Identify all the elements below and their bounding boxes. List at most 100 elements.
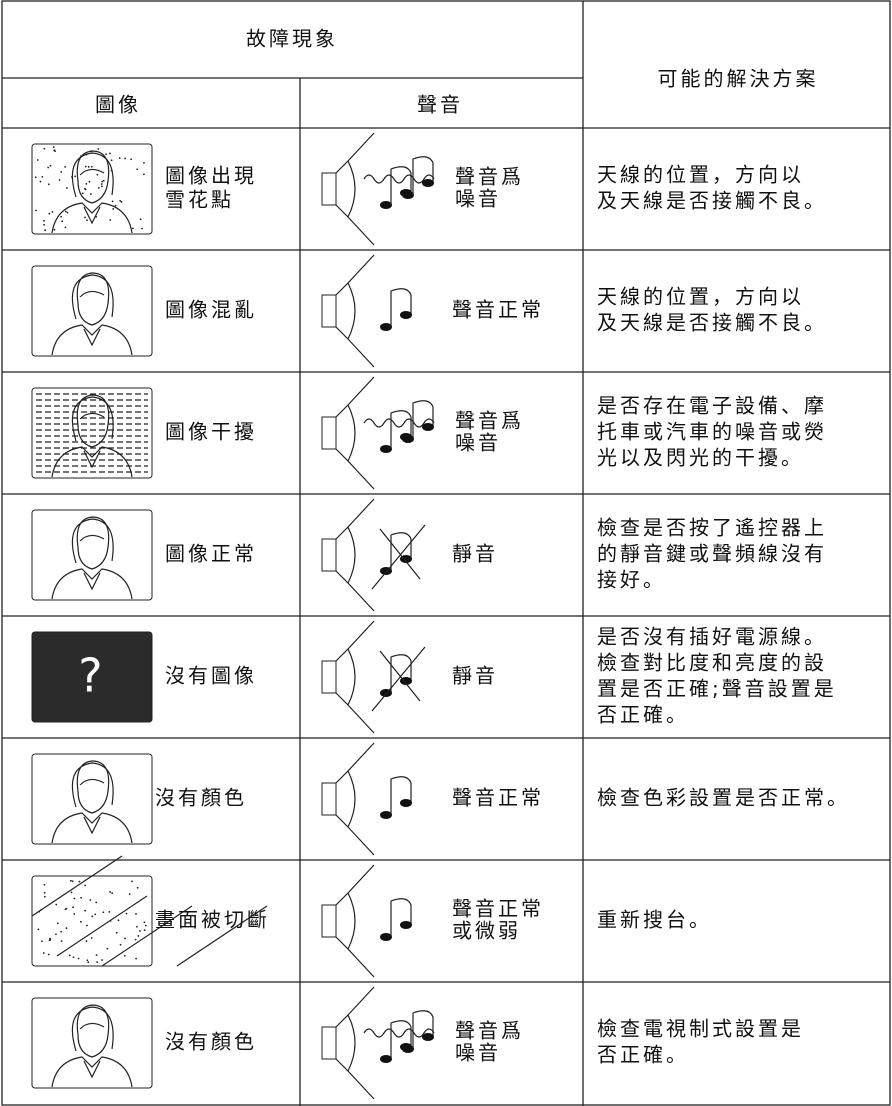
snow-dot (110, 159, 113, 162)
snow-dot (101, 180, 104, 183)
snow-dot (65, 187, 68, 189)
snow-dot (109, 891, 112, 893)
snow-dot (119, 199, 122, 202)
sound-label: 靜音 (452, 664, 498, 688)
snow-dot (96, 173, 99, 176)
solution-text: 的靜音鍵或聲頻線沒有 (597, 542, 827, 566)
snow-dot (90, 165, 93, 168)
snow-dot (73, 897, 76, 900)
snow-dot (34, 176, 37, 179)
sound-label: 聲音爲 (455, 409, 524, 433)
noise-icon (363, 174, 435, 184)
snow-dot (49, 937, 51, 940)
snow-dot (86, 219, 88, 222)
snow-dot (109, 152, 111, 155)
snow-dot (106, 947, 109, 950)
snow-dot (141, 227, 143, 230)
screen-icon (31, 997, 153, 1089)
screen-icon (31, 509, 153, 601)
screen-text: ? (78, 649, 105, 703)
snow-dot (143, 929, 146, 932)
snow-dot (87, 165, 90, 168)
snow-dot (77, 957, 80, 960)
snow-dot (65, 927, 68, 930)
snow-dot (80, 896, 83, 899)
snow-dot (43, 147, 46, 150)
snow-dot (95, 215, 98, 218)
note-icon (422, 179, 434, 187)
snow-dot (118, 157, 121, 159)
solution-header: 可能的解決方案 (658, 67, 819, 91)
snow-dot (60, 930, 63, 933)
note-icon (390, 166, 412, 205)
snow-dot (52, 146, 55, 148)
shoulders-icon (51, 324, 133, 356)
sound-label: 聲音爲 (455, 165, 524, 189)
snow-dot (37, 928, 40, 931)
snow-dot (125, 912, 128, 915)
note-icon (402, 435, 414, 443)
snow-dot (74, 175, 76, 178)
snow-dot (60, 215, 63, 218)
note-icon (412, 400, 434, 439)
note-icon (380, 445, 392, 453)
snow-dot (86, 924, 88, 927)
hair-icon (71, 762, 114, 808)
note-icon (400, 799, 412, 807)
snow-dot (123, 954, 126, 957)
note-icon (390, 532, 412, 571)
snow-dot (70, 891, 73, 894)
snow-dot (85, 940, 88, 942)
snow-dot (53, 149, 56, 152)
snow-dot (64, 210, 67, 213)
note-icon (412, 1010, 434, 1049)
note-icon (390, 288, 412, 327)
speaker-icon (335, 132, 375, 246)
snow-dot (36, 159, 39, 161)
snow-dot (139, 218, 142, 221)
snow-dot (95, 954, 98, 957)
speaker-icon (321, 416, 337, 450)
solution-text: 及天線是否接觸不良。 (597, 189, 827, 213)
snow-dot (109, 219, 112, 221)
snow-dot (97, 187, 100, 189)
hair-icon (71, 518, 114, 564)
picture-label: 畫面被切斷 (155, 908, 270, 932)
note-icon (402, 1045, 414, 1053)
snow-dot (44, 229, 47, 232)
face-icon (76, 272, 110, 326)
snow-dot (64, 226, 67, 229)
solution-text: 接好。 (597, 568, 666, 592)
snow-dot (131, 880, 133, 883)
snow-dot (85, 183, 88, 185)
snow-dot (124, 157, 127, 160)
solution-text: 天線的位置，方向以 (597, 285, 804, 309)
sound-label: 聲音正常 (452, 298, 544, 322)
snow-dot (84, 909, 87, 912)
snow-dot (53, 228, 56, 231)
note-icon (390, 654, 412, 693)
snow-dot (81, 192, 84, 195)
snow-dot (43, 219, 45, 222)
sound-label: 聲音正常 (452, 786, 544, 810)
snow-dot (130, 158, 133, 161)
sound-label: 聲音正常 (452, 897, 544, 921)
snow-dot (100, 183, 103, 185)
speaker-icon (321, 294, 337, 328)
shoulders-icon (51, 202, 133, 234)
snow-dot (95, 901, 98, 904)
screen-icon (31, 265, 153, 357)
snow-dot (114, 204, 117, 207)
snow-dot (124, 937, 126, 940)
note-icon (422, 423, 434, 431)
snow-dot (96, 961, 99, 964)
screen-icon (31, 143, 153, 235)
face-icon (76, 150, 110, 204)
snow-dot (84, 165, 87, 168)
snow-dot (90, 937, 93, 939)
picture-label: 圖像混亂 (165, 298, 257, 322)
snow-dot (91, 915, 94, 918)
face-icon (76, 1004, 110, 1058)
snow-dot (55, 903, 58, 906)
